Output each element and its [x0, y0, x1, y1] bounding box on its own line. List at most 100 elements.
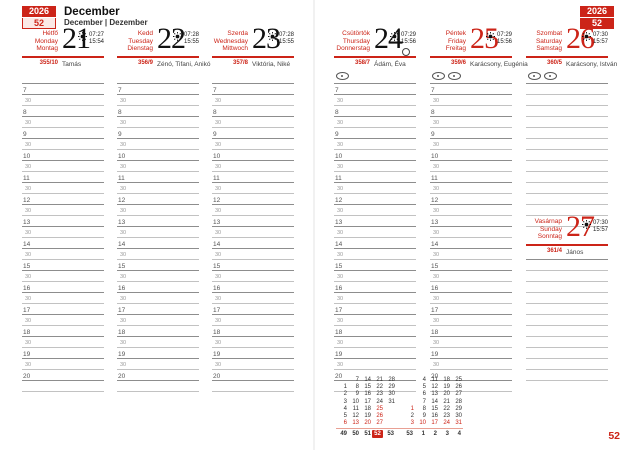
time-slot-grid: 7 30 8 30 9 30 10 30 11 30 12 30 13 30 14 30 15 30 16 30 17 3…: [117, 83, 199, 392]
day-header: Csütörtök Thursday Donnerstag 24 07:29 15:56 3…: [334, 22, 416, 82]
mini-week-number: 52: [372, 430, 383, 439]
time-slot: 30: [22, 315, 104, 326]
mini-calendar-date: 13: [352, 420, 359, 427]
sunset-time: 15:55: [183, 38, 199, 45]
time-slot-label: 11: [118, 175, 125, 182]
time-slot: 14: [22, 238, 104, 249]
time-slot: [526, 271, 608, 282]
time-slot: 30: [212, 139, 294, 150]
time-slot-label: 14: [335, 241, 343, 248]
time-slot-label: 17: [431, 307, 439, 314]
time-slot-label: 8: [335, 109, 339, 116]
time-slot-label: 11: [23, 175, 30, 182]
time-slot-label: 17: [23, 307, 31, 314]
time-slot: [526, 326, 608, 337]
mini-month-current: 7 14 21 28 1 8 15 22 29 2 9 16 23 30 3 10 17 24 31 4 11 18 25 5…: [336, 377, 396, 427]
time-slot-label: 12: [118, 197, 126, 204]
mini-calendar-row: 4 11 18 25: [403, 377, 463, 384]
time-slot-label: 30: [215, 362, 222, 368]
mini-calendar-date: 21: [443, 398, 450, 405]
day-header-rule: [334, 56, 416, 58]
time-slot-label: 16: [431, 285, 439, 292]
time-slot: 30: [430, 271, 512, 282]
mini-calendar-date: 28: [455, 398, 462, 405]
mini-week-number: 53: [406, 431, 413, 438]
day-of-year: 360/5: [546, 60, 562, 66]
mini-calendar-date: [336, 377, 348, 384]
time-slot-label: 19: [118, 351, 126, 358]
mini-calendar-date: 2: [343, 391, 347, 398]
mini-calendar-date: 9: [355, 391, 359, 398]
day-column: Szerda Wednesday Mittwoch 23 07:28 15:55 357/8…: [212, 22, 294, 392]
time-slot-label: 30: [433, 274, 440, 280]
sunrise-sunset-icon: [389, 32, 399, 41]
time-slot: [430, 381, 512, 392]
sunrise-time: 07:29: [496, 32, 512, 38]
time-slot-label: 30: [120, 362, 127, 368]
time-slot: [526, 315, 608, 326]
time-slot-label: 30: [120, 230, 127, 236]
time-slot-label: 17: [213, 307, 221, 314]
time-slot: [526, 139, 608, 150]
time-slot: 30: [430, 315, 512, 326]
time-slot: 7: [334, 84, 416, 95]
mini-calendar-row: 5 12 19 26: [403, 384, 463, 391]
mini-calendar-date: 1: [410, 405, 414, 412]
sunrise-time: 07:27: [88, 32, 104, 38]
mini-calendar-date: 10: [419, 420, 426, 427]
time-slot-label: 30: [120, 274, 127, 280]
mini-calendar-date: 29: [388, 384, 395, 391]
mini-week-number: 1: [421, 431, 425, 438]
mini-calendar-date: 25: [376, 405, 383, 412]
time-slot: 30: [22, 161, 104, 172]
time-slot-label: 30: [25, 142, 32, 148]
time-slot-label: 10: [23, 153, 31, 160]
mini-calendar-row: 2 9 16 23 30: [403, 413, 463, 420]
time-slot-label: 30: [120, 318, 127, 324]
time-slot-label: 30: [25, 120, 32, 126]
time-slot-label: 15: [335, 263, 343, 270]
time-slot: 16: [212, 282, 294, 293]
day-header-rule: [22, 56, 104, 58]
day-number: 23: [252, 22, 281, 55]
mini-calendar-date: 24: [443, 420, 450, 427]
time-slot: 17: [430, 304, 512, 315]
time-slot-label: 17: [118, 307, 126, 314]
time-slot: [117, 381, 199, 392]
time-slot-label: 10: [118, 153, 126, 160]
time-slot-label: 13: [335, 219, 343, 226]
time-slot-label: 30: [433, 98, 440, 104]
mini-calendar-date: 14: [364, 377, 371, 383]
time-slot-label: 30: [215, 274, 222, 280]
time-slot: 19: [334, 348, 416, 359]
day-info-row: 357/8 Viktória, Niké: [212, 60, 294, 69]
mini-calendar-date: [403, 384, 415, 391]
time-slot-label: 30: [120, 340, 127, 346]
time-slot: 8: [430, 106, 512, 117]
time-slot: 9: [334, 128, 416, 139]
time-slot-label: 7: [213, 87, 217, 94]
time-slot: 19: [430, 348, 512, 359]
day-info-row: 360/5 Karácsony, István: [526, 60, 617, 69]
time-slot: 30: [22, 337, 104, 348]
time-slot: 30: [334, 161, 416, 172]
mini-calendar-date: 14: [431, 398, 438, 405]
time-slot: 7: [117, 84, 199, 95]
mini-calendar-row: 6 13 20 27: [403, 391, 463, 398]
time-slot: 7: [212, 84, 294, 95]
day-number: 26: [566, 22, 595, 55]
day-header: Vasárnap Sunday Sonntag 27 07:30 15:57 361/4 Já…: [526, 210, 608, 270]
time-slot: [212, 381, 294, 392]
time-slot-grid: 7 30 8 30 9 30 10 30 11 30 12 30 13 30 14 30 15 30 16 30 17 3…: [212, 83, 294, 392]
time-slot-label: 30: [215, 164, 222, 170]
time-slot: 19: [22, 348, 104, 359]
time-slot-label: 20: [23, 373, 31, 380]
time-slot-label: 30: [433, 142, 440, 148]
time-slot-label: 30: [25, 230, 32, 236]
time-slot: 30: [334, 183, 416, 194]
mini-calendar-row: 4 11 18 25: [336, 406, 396, 413]
time-slot-label: 13: [118, 219, 126, 226]
time-slot: 30: [22, 227, 104, 238]
mini-calendar-date: [403, 399, 415, 406]
